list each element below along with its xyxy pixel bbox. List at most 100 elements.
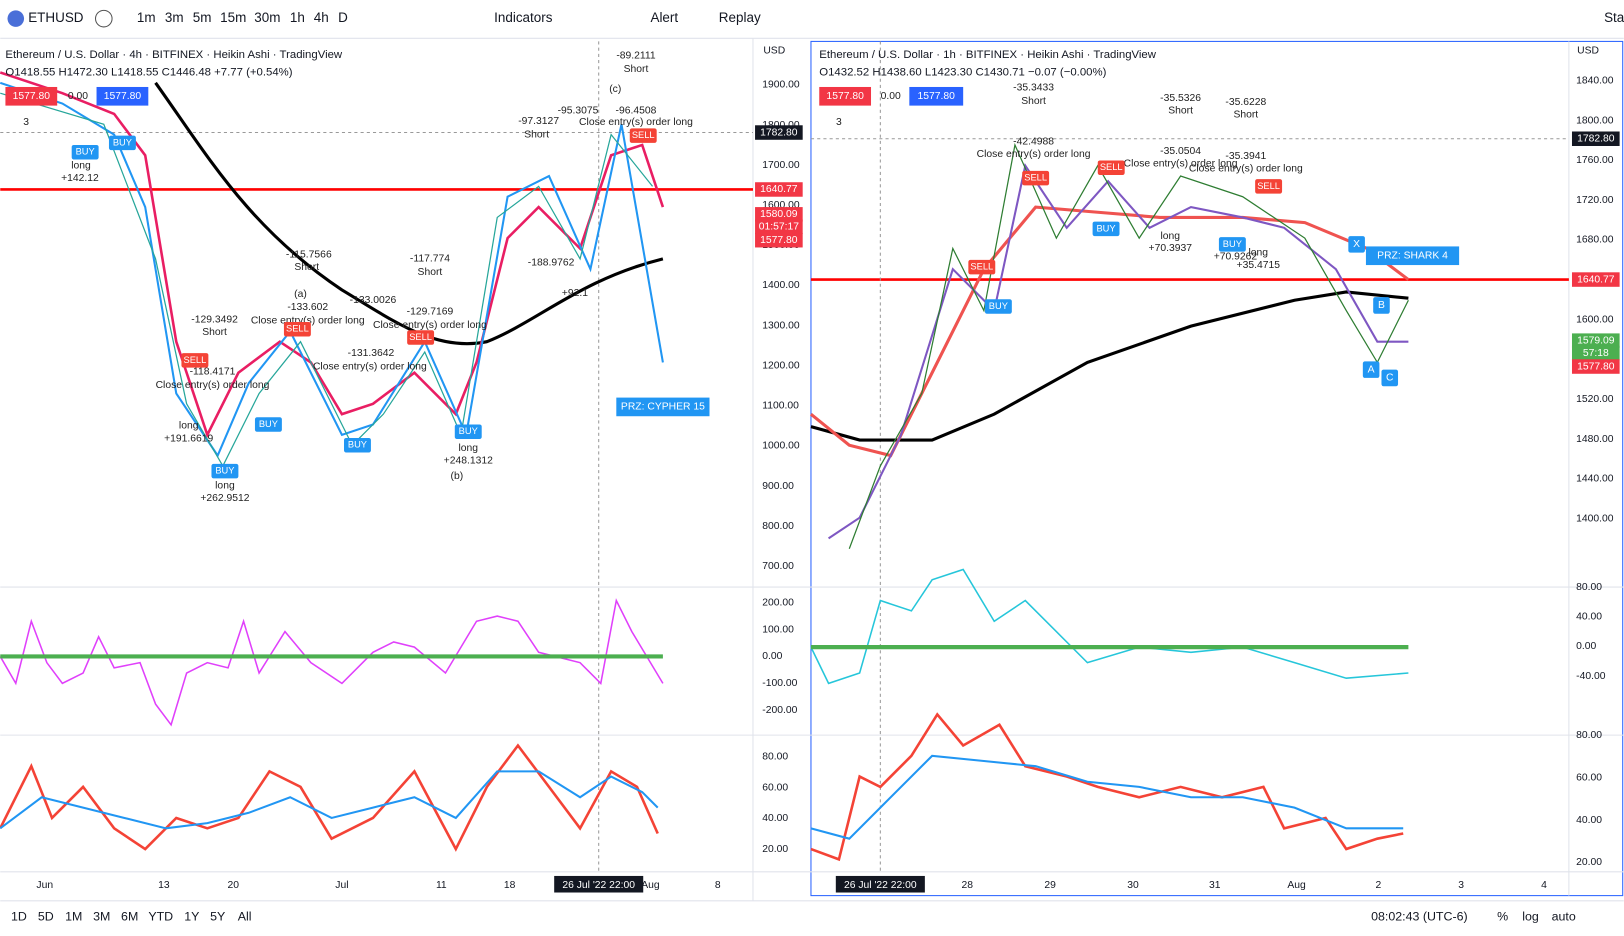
price-badge [1571, 272, 1620, 287]
cursor-time-badge [835, 875, 925, 893]
log-toggle[interactable]: log [1522, 910, 1539, 924]
signal-label: BUY [348, 440, 367, 450]
range-button[interactable]: 1Y [184, 910, 199, 924]
currency[interactable]: USD [763, 45, 785, 56]
interval-button[interactable]: 15m [220, 10, 246, 25]
trade-annotation: Close entry(s) order long [313, 361, 427, 372]
signal-label: SELL [632, 130, 655, 140]
indicators-button[interactable]: Indicators [494, 10, 553, 25]
range-button[interactable]: 1M [65, 910, 82, 924]
signal-tag [968, 259, 996, 275]
price-badge-label: 57:18 [1583, 348, 1609, 359]
auto-toggle[interactable]: auto [1552, 910, 1576, 924]
time-label: 11 [436, 880, 447, 891]
trade-annotation: Close entry(s) order long [373, 320, 487, 331]
interval-button[interactable]: 4h [314, 10, 329, 25]
right-oscillators [810, 568, 1409, 862]
sell-price[interactable]: 1577.80 [826, 91, 864, 102]
signal-tag [344, 437, 371, 453]
range-button[interactable]: 5D [38, 910, 54, 924]
axis-label: 1600.00 [762, 200, 800, 211]
interval-button[interactable]: 30m [254, 10, 280, 25]
time-label: 30 [1127, 880, 1139, 891]
pattern-label: B [1378, 300, 1385, 311]
cursor-time: 26 Jul '22 22:00 [844, 880, 917, 891]
range-button[interactable]: All [238, 910, 252, 924]
left-price-plot [0, 41, 753, 872]
chart-title: Ethereum / U.S. Dollar · 4h · BITFINEX ·… [5, 49, 343, 61]
range-button[interactable]: 6M [121, 910, 138, 924]
axis-label: 100.00 [762, 624, 794, 635]
trade-annotation: -133.602 [287, 302, 328, 313]
clock: 08:02:43 (UTC-6) [1371, 910, 1468, 924]
pattern-point-box [1362, 361, 1380, 378]
signal-label: BUY [76, 147, 95, 157]
interval-button[interactable]: D [338, 10, 348, 25]
price-badge [755, 182, 803, 197]
trade-annotation: +70.9262 [1214, 252, 1258, 263]
axis-label: 1680.00 [1576, 235, 1614, 246]
indicator-count[interactable]: 3 [836, 117, 842, 128]
symbol[interactable]: ETHUSD [28, 10, 84, 25]
price-badge [755, 232, 803, 248]
range-button[interactable]: 1D [11, 910, 27, 924]
signal-label: SELL [409, 332, 432, 342]
currency[interactable]: USD [1577, 45, 1599, 56]
axis-label: -200.00 [762, 705, 797, 716]
axis-label: 1480.00 [1576, 434, 1614, 445]
buy-price[interactable]: 1577.80 [918, 91, 956, 102]
axis-label: 1400.00 [1576, 513, 1614, 524]
alert-button[interactable]: Alert [650, 10, 678, 25]
signal-tag [1097, 160, 1125, 175]
trade-annotation: long [1248, 247, 1268, 258]
axis-label: 0.00 [1576, 641, 1596, 652]
trade-annotation: long [458, 443, 478, 454]
price-badge [755, 125, 803, 140]
signal-label: SELL [970, 262, 993, 272]
range-button[interactable]: YTD [148, 910, 173, 924]
axis-label: 20.00 [762, 844, 788, 855]
signal-label: BUY [215, 466, 234, 476]
trade-annotation: +92.1 [562, 288, 588, 299]
trade-annotation: -96.4508 [616, 106, 657, 117]
interval-button[interactable]: 3m [165, 10, 184, 25]
signal-label: SELL [286, 324, 309, 334]
price-badge [755, 207, 803, 222]
trade-annotation: -35.5326 [1160, 93, 1201, 104]
pattern-label: X [1353, 239, 1360, 250]
axis-label: 80.00 [1576, 730, 1602, 741]
signal-tag [629, 128, 657, 143]
interval-button[interactable]: 1h [290, 10, 305, 25]
pattern-label-box [1365, 246, 1460, 266]
trade-annotation: -129.3492 [191, 315, 238, 326]
chart-title: Ethereum / U.S. Dollar · 1h · BITFINEX ·… [819, 49, 1157, 61]
pattern-label-box [616, 397, 710, 417]
pattern-point-box [1348, 236, 1365, 253]
time-label: 18 [504, 880, 516, 891]
axis-label: 1600.00 [1576, 314, 1614, 325]
time-label: Aug [1287, 880, 1306, 891]
price-badge [1571, 359, 1620, 374]
buy-price[interactable]: 1577.80 [104, 91, 142, 102]
star-button[interactable]: Star [1604, 10, 1624, 25]
axis-label: 80.00 [762, 752, 788, 763]
range-button[interactable]: 3M [93, 910, 110, 924]
replay-button[interactable]: Replay [719, 10, 761, 25]
trade-annotation: -118.4171 [190, 366, 236, 377]
axis-label: 1720.00 [1576, 195, 1614, 206]
interval-button[interactable]: 1m [137, 10, 156, 25]
trade-annotation: -35.0504 [1160, 146, 1201, 157]
trade-annotation: +70.3937 [1149, 243, 1193, 254]
trade-annotation: -131.3642 [348, 348, 395, 359]
sell-price[interactable]: 1577.80 [13, 91, 51, 102]
axis-label: 60.00 [762, 782, 788, 793]
percent-toggle[interactable]: % [1497, 910, 1508, 924]
axis-label: 700.00 [762, 561, 794, 572]
interval-button[interactable]: 5m [193, 10, 212, 25]
trade-annotation: long [179, 420, 199, 431]
add-symbol[interactable] [94, 9, 113, 28]
time-label: 28 [962, 880, 974, 891]
range-button[interactable]: 5Y [210, 910, 225, 924]
indicator-count[interactable]: 3 [23, 117, 29, 128]
signal-tag [254, 417, 282, 432]
